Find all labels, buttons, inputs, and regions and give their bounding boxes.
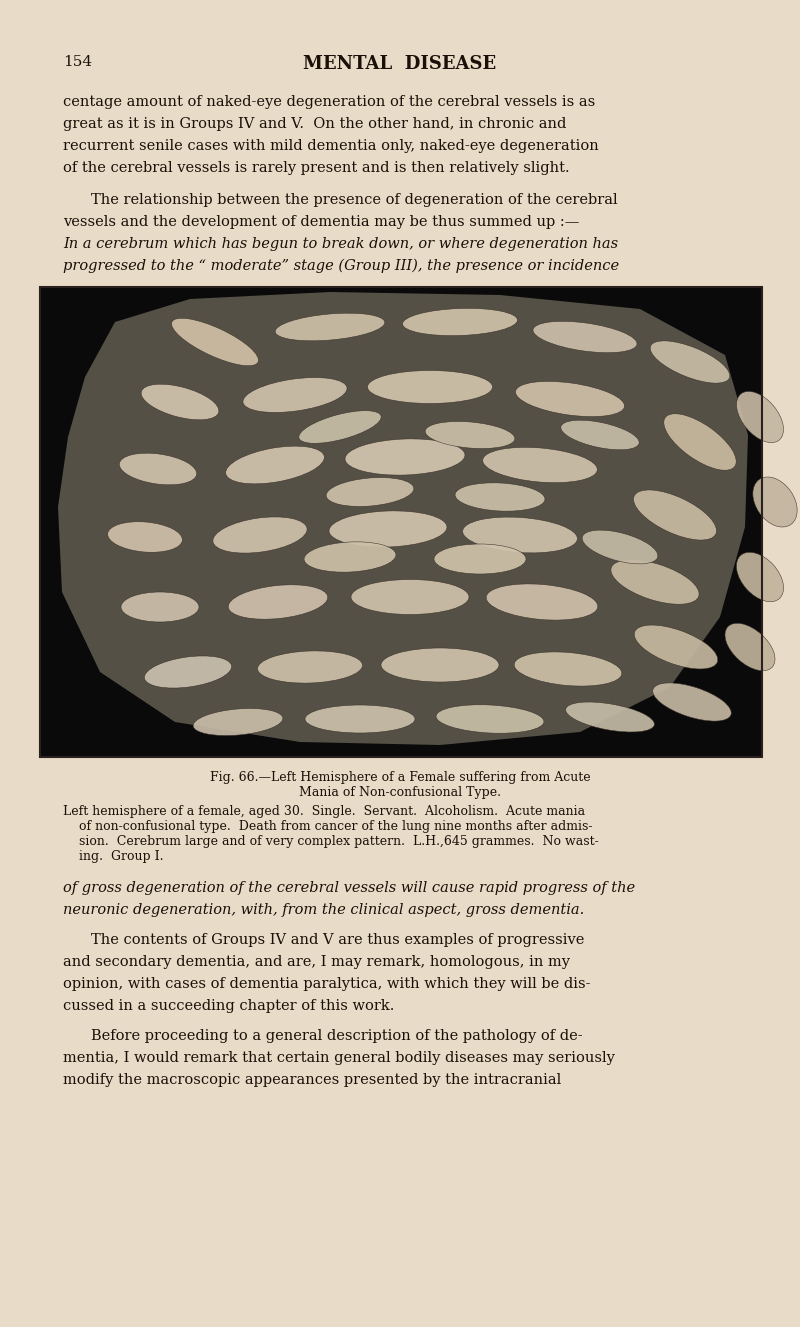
Ellipse shape (228, 585, 328, 620)
Ellipse shape (561, 421, 639, 450)
Ellipse shape (367, 370, 493, 403)
Ellipse shape (753, 476, 797, 527)
Ellipse shape (634, 490, 717, 540)
Text: great as it is in Groups IV and V.  On the other hand, in chronic and: great as it is in Groups IV and V. On th… (63, 117, 566, 131)
Ellipse shape (486, 584, 598, 620)
Text: of the cerebral vessels is rarely present and is then relatively slight.: of the cerebral vessels is rarely presen… (63, 161, 570, 175)
Text: The contents of Groups IV and V are thus examples of progressive: The contents of Groups IV and V are thus… (91, 933, 584, 947)
Text: and secondary dementia, and are, I may remark, homologous, in my: and secondary dementia, and are, I may r… (63, 955, 570, 969)
Text: centage amount of naked-eye degeneration of the cerebral vessels is as: centage amount of naked-eye degeneration… (63, 96, 595, 109)
Polygon shape (58, 292, 748, 744)
Text: neuronic degeneration, with, from the clinical aspect, gross dementia.: neuronic degeneration, with, from the cl… (63, 902, 584, 917)
Text: The relationship between the presence of degeneration of the cerebral: The relationship between the presence of… (91, 192, 618, 207)
Ellipse shape (381, 648, 499, 682)
Ellipse shape (436, 705, 544, 734)
Ellipse shape (226, 446, 324, 484)
Ellipse shape (141, 385, 219, 419)
Bar (40, 287, 762, 756)
Ellipse shape (345, 439, 465, 475)
Ellipse shape (108, 522, 182, 552)
Text: sion.  Cerebrum large and of very complex pattern.  L.H.,645 grammes.  No wast-: sion. Cerebrum large and of very complex… (63, 835, 598, 848)
Ellipse shape (326, 478, 414, 507)
Ellipse shape (275, 313, 385, 341)
Ellipse shape (634, 625, 718, 669)
Text: cussed in a succeeding chapter of this work.: cussed in a succeeding chapter of this w… (63, 999, 394, 1013)
Ellipse shape (119, 454, 197, 484)
Text: opinion, with cases of dementia paralytica, with which they will be dis-: opinion, with cases of dementia paralyti… (63, 977, 590, 991)
Text: of non-confusional type.  Death from cancer of the lung nine months after admis-: of non-confusional type. Death from canc… (63, 820, 593, 833)
Ellipse shape (455, 483, 545, 511)
Ellipse shape (144, 656, 232, 689)
Ellipse shape (402, 308, 518, 336)
Ellipse shape (434, 544, 526, 575)
Ellipse shape (664, 414, 736, 470)
Ellipse shape (171, 318, 258, 366)
Text: Mania of Non-confusional Type.: Mania of Non-confusional Type. (299, 786, 501, 799)
Ellipse shape (566, 702, 654, 733)
Text: MENTAL  DISEASE: MENTAL DISEASE (303, 54, 497, 73)
Ellipse shape (305, 705, 415, 733)
Ellipse shape (351, 580, 469, 614)
Ellipse shape (425, 422, 515, 449)
Text: Before proceeding to a general description of the pathology of de-: Before proceeding to a general descripti… (91, 1028, 582, 1043)
Ellipse shape (258, 652, 362, 683)
Ellipse shape (611, 560, 699, 604)
Ellipse shape (653, 683, 731, 721)
Ellipse shape (737, 391, 783, 443)
Ellipse shape (515, 381, 625, 417)
Text: of gross degeneration of the cerebral vessels will cause rapid progress of the: of gross degeneration of the cerebral ve… (63, 881, 635, 894)
Text: modify the macroscopic appearances presented by the intracranial: modify the macroscopic appearances prese… (63, 1074, 562, 1087)
Text: progressed to the “ moderate” stage (Group III), the presence or incidence: progressed to the “ moderate” stage (Gro… (63, 259, 619, 273)
Ellipse shape (121, 592, 199, 622)
Ellipse shape (299, 410, 381, 443)
Ellipse shape (582, 529, 658, 564)
Text: 154: 154 (63, 54, 92, 69)
Bar (40, 287, 762, 756)
Ellipse shape (482, 447, 598, 483)
Text: Fig. 66.—Left Hemisphere of a Female suffering from Acute: Fig. 66.—Left Hemisphere of a Female suf… (210, 771, 590, 784)
Ellipse shape (725, 624, 775, 670)
Text: vessels and the development of dementia may be thus summed up :—: vessels and the development of dementia … (63, 215, 579, 230)
Ellipse shape (533, 321, 637, 353)
Ellipse shape (514, 652, 622, 686)
Ellipse shape (213, 518, 307, 553)
Text: recurrent senile cases with mild dementia only, naked-eye degeneration: recurrent senile cases with mild dementi… (63, 139, 598, 153)
Ellipse shape (193, 709, 283, 735)
Ellipse shape (329, 511, 447, 547)
Text: ing.  Group I.: ing. Group I. (63, 851, 163, 863)
Ellipse shape (650, 341, 730, 384)
Ellipse shape (737, 552, 783, 601)
Text: mentia, I would remark that certain general bodily diseases may seriously: mentia, I would remark that certain gene… (63, 1051, 615, 1066)
Ellipse shape (462, 518, 578, 553)
Ellipse shape (304, 541, 396, 572)
Text: In a cerebrum which has begun to break down, or where degeneration has: In a cerebrum which has begun to break d… (63, 238, 618, 251)
Ellipse shape (243, 378, 347, 413)
Text: Left hemisphere of a female, aged 30.  Single.  Servant.  Alcoholism.  Acute man: Left hemisphere of a female, aged 30. Si… (63, 805, 585, 817)
